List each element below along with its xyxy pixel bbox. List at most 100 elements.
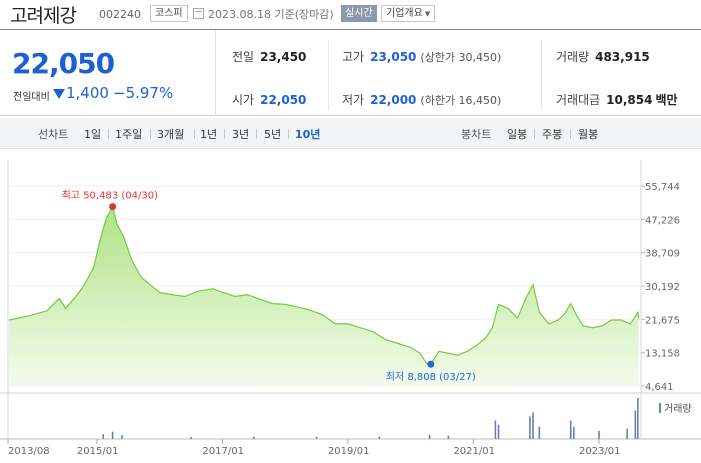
x-tick-label: 2013/08 [8, 446, 50, 457]
tab-10y[interactable]: 10년 [295, 128, 321, 141]
company-info-label: 기업개요 [386, 8, 423, 19]
market-badge: 코스피 [150, 5, 188, 22]
x-tick-label: 2023/01 [579, 446, 621, 457]
chevron-down-icon: ▼ [424, 10, 431, 18]
change-label: 전일대비 [13, 92, 50, 103]
price-line [8, 204, 640, 365]
y-axis: 55,744 47,226 38,709 30,192 21,675 13,158 4,64… [641, 182, 680, 393]
tab-1w[interactable]: 1주일 [115, 128, 143, 141]
high-marker [109, 203, 117, 211]
stock-header: 고려제강 002240 코스피 2023.08.18 기준(장마감) 실시간 기… [0, 0, 701, 28]
x-tick-label: 2019/01 [328, 446, 370, 457]
prev-close-label: 전일 [232, 50, 255, 64]
volume-bar [253, 436, 255, 439]
price-chart[interactable]: 55,744 47,226 38,709 30,192 21,675 13,158 4,64… [0, 150, 701, 463]
low-marker [427, 360, 435, 368]
divider [256, 129, 257, 139]
volume-bar [573, 426, 575, 439]
change-value: 1,400 [66, 84, 109, 102]
y-tick-label: 55,744 [645, 182, 680, 193]
divider [108, 129, 109, 139]
divider [224, 129, 225, 139]
x-tick-label: 2017/01 [202, 446, 244, 457]
high-price: 고가 23,050 (상한가 30,450) [342, 48, 501, 65]
company-info-dropdown[interactable]: 기업개요 ▼ [381, 5, 436, 22]
volume-bar [532, 412, 534, 439]
realtime-button[interactable]: 실시간 [341, 5, 377, 22]
current-price-panel: 22,050 전일대비 1,400 −5.97% [0, 30, 216, 116]
tab-1d[interactable]: 1일 [84, 128, 102, 141]
divider [288, 129, 289, 139]
volume-bar [569, 420, 572, 439]
tab-3m[interactable]: 3개월 [157, 128, 185, 141]
volume-bar [121, 434, 123, 439]
amount-value: 10,854 [606, 93, 653, 107]
change-percent: −5.97% [113, 84, 174, 102]
prev-close: 전일 23,450 [232, 48, 306, 65]
current-price: 22,050 [12, 47, 115, 80]
line-chart-label[interactable]: 선차트 [38, 128, 69, 141]
divider [541, 40, 542, 110]
volume-label: 거래량 [556, 50, 590, 64]
extreme-markers: 최고 50,483 (04/30) 최저 8,808 (03/27) [62, 190, 476, 384]
divider [194, 129, 195, 139]
open-price: 시가 22,050 [232, 91, 306, 108]
divider [534, 129, 535, 139]
quote-panel: 22,050 전일대비 1,400 −5.97% 전일 23,450 시가 22,0… [0, 29, 701, 116]
volume-bar [598, 430, 600, 439]
volume-bar [102, 434, 104, 439]
volume-bar [428, 434, 431, 439]
volume-bar [447, 435, 450, 439]
tab-weekly[interactable]: 주봉 [542, 128, 563, 141]
low-label: 최저 8,808 (03/27) [386, 371, 476, 383]
trade-amount: 거래대금 10,854 백만 [556, 91, 678, 108]
volume-bar [497, 424, 500, 439]
x-tick-label: 2015/01 [77, 446, 119, 457]
volume-bar [634, 410, 637, 439]
y-tick-label: 30,192 [645, 282, 680, 293]
quote-date: 2023.08.18 기준(장마감) [208, 8, 334, 21]
y-tick-label: 47,226 [645, 215, 680, 226]
volume-value: 483,915 [595, 50, 650, 64]
calendar-icon [193, 8, 204, 19]
down-arrow-icon [53, 89, 65, 99]
upper-limit: (상한가 30,450) [420, 51, 502, 64]
price-area [9, 206, 639, 386]
x-tick-label: 2021/01 [453, 446, 495, 457]
tab-5y[interactable]: 5년 [264, 128, 282, 141]
y-tick-label: 13,158 [645, 349, 680, 360]
volume-legend-label: 거래량 [664, 403, 692, 415]
volume-bars: 거래량 [102, 398, 692, 439]
volume-bar [529, 416, 531, 439]
high-label: 고가 [342, 50, 365, 64]
lower-limit: (하한가 16,450) [420, 94, 502, 107]
stock-name: 고려제강 [10, 5, 77, 27]
amount-unit: 백만 [655, 93, 678, 107]
low-label: 저가 [342, 93, 365, 107]
y-tick-label: 38,709 [645, 249, 680, 260]
volume-bar [378, 436, 381, 439]
volume-bar [538, 426, 541, 439]
high-label: 최고 50,483 (04/30) [62, 190, 158, 202]
tab-3y[interactable]: 3년 [232, 128, 250, 141]
tab-monthly[interactable]: 월봉 [578, 128, 599, 141]
high-value: 23,050 [370, 50, 417, 64]
volume-bar [626, 428, 628, 439]
amount-label: 거래대금 [556, 93, 601, 107]
volume-bar [637, 398, 639, 439]
tab-1y[interactable]: 1년 [200, 128, 218, 141]
open-value: 22,050 [260, 93, 307, 107]
candle-chart-label[interactable]: 봉차트 [461, 128, 492, 141]
divider [150, 129, 151, 139]
prev-close-value: 23,450 [260, 50, 307, 64]
y-tick-label: 21,675 [645, 315, 680, 326]
trade-volume: 거래량 483,915 [556, 48, 650, 65]
chart-tab-bar: 선차트 1일 1주일 3개월 1년 3년 5년 10년 봉차트 일봉 주봉 월봉 [0, 118, 701, 149]
divider [570, 129, 571, 139]
volume-bar [111, 431, 114, 439]
open-label: 시가 [232, 93, 255, 107]
low-value: 22,000 [370, 93, 417, 107]
tab-daily[interactable]: 일봉 [507, 128, 528, 141]
x-axis: 2013/08 2015/01 2017/01 2019/01 2021/01 2023/… [7, 439, 621, 457]
volume-bar [494, 420, 497, 439]
